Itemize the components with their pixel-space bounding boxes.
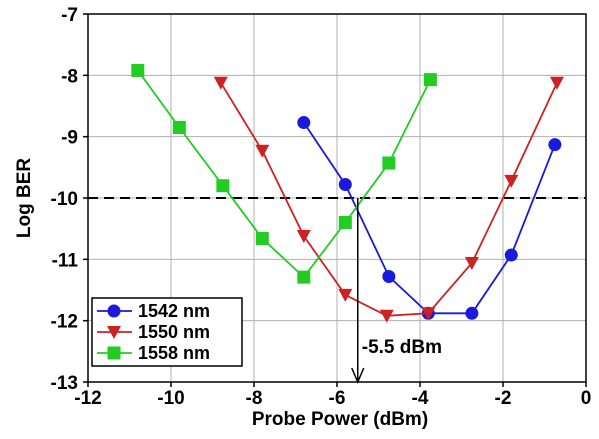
data-point: [465, 306, 479, 320]
ticks: -12 -10 -8 -6 -4 -2 0-7-8-9-10-11-12-13: [51, 5, 592, 409]
series-line: [137, 69, 432, 279]
annotation: -5.5 dBm: [351, 198, 442, 384]
data-point: [382, 270, 396, 284]
annotation-arrow-head: [351, 367, 365, 384]
x-tick-label: -4: [412, 388, 429, 409]
data-point: [172, 120, 186, 134]
series-layer: [131, 63, 564, 323]
data-point: [297, 270, 311, 284]
legend-item: 1542 nm: [97, 301, 210, 321]
data-point: [255, 144, 270, 158]
data-point: [296, 230, 311, 244]
data-point: [379, 309, 394, 323]
y-tick-label: -8: [61, 66, 78, 87]
x-tick-label: -10: [157, 388, 184, 409]
annotation-label: -5.5 dBm: [362, 337, 442, 358]
data-point: [504, 174, 519, 188]
series-1558-nm: [131, 63, 437, 284]
y-tick-label: -13: [51, 373, 78, 394]
legend-marker: [107, 326, 121, 339]
x-tick-label: 0: [581, 388, 592, 409]
data-point: [382, 156, 396, 170]
x-tick-label: -6: [329, 388, 346, 409]
data-point: [548, 138, 562, 152]
y-tick-label: -11: [52, 250, 79, 271]
data-point: [297, 116, 311, 130]
legend-marker: [107, 304, 121, 318]
y-tick-label: -12: [51, 312, 78, 333]
data-point: [216, 179, 230, 193]
x-tick-label: -2: [495, 388, 512, 409]
legend-label: 1550 nm: [138, 322, 210, 342]
data-point: [421, 307, 436, 321]
data-point: [464, 257, 479, 271]
x-axis-title: Probe Power (dBm): [252, 409, 428, 430]
legend-label: 1542 nm: [138, 301, 210, 321]
data-point: [504, 248, 518, 262]
data-point: [213, 76, 228, 90]
series-1550-nm: [213, 76, 564, 323]
data-point: [255, 231, 269, 245]
legend-label: 1558 nm: [138, 343, 210, 363]
data-point: [131, 63, 145, 77]
data-point: [338, 178, 352, 192]
x-tick-label: -12: [74, 388, 101, 409]
legend-item: 1558 nm: [97, 343, 210, 363]
y-tick-label: -7: [61, 5, 78, 26]
data-point: [338, 216, 352, 230]
y-tick-label: -10: [51, 189, 78, 210]
data-point: [338, 288, 353, 302]
legend-item: 1550 nm: [97, 322, 210, 342]
y-tick-label: -9: [61, 128, 78, 149]
y-axis-title: Log BER: [14, 158, 35, 238]
legend-marker: [107, 346, 121, 360]
data-point: [549, 76, 564, 90]
x-tick-label: -8: [246, 388, 263, 409]
data-point: [423, 73, 437, 87]
